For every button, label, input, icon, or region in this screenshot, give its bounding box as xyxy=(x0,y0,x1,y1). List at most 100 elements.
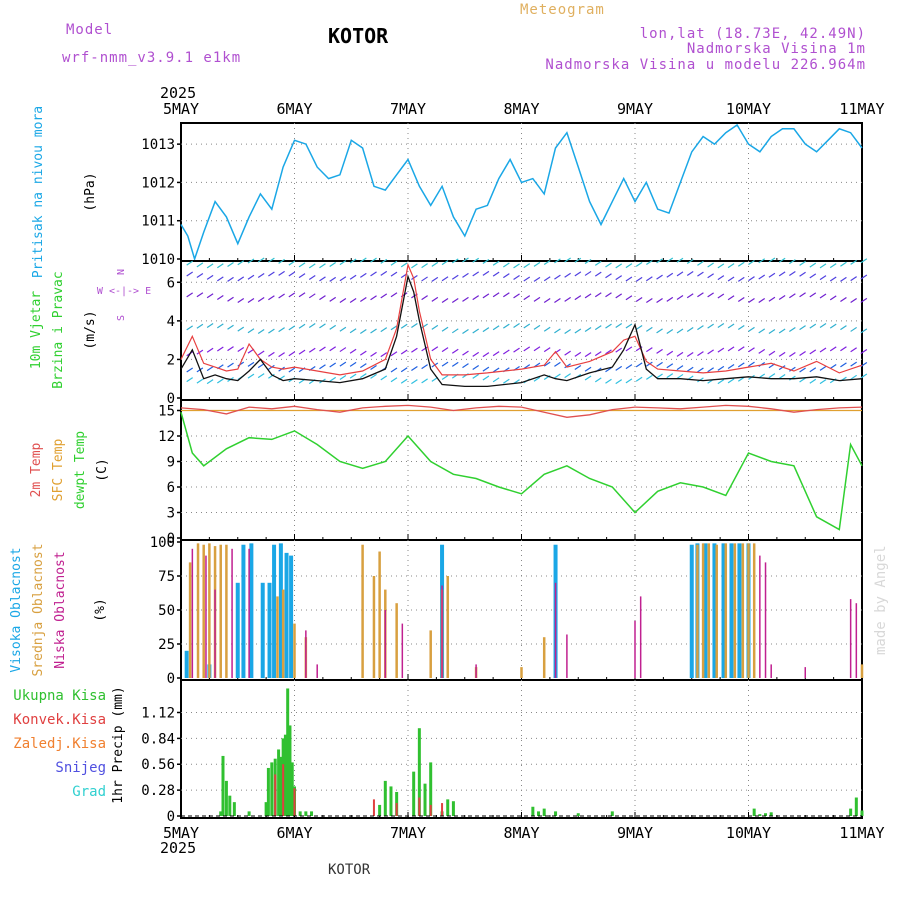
wind-barb xyxy=(646,260,653,266)
wind-barb xyxy=(594,377,602,383)
y-tick-label: 6 xyxy=(167,275,175,291)
wind-barb xyxy=(482,270,490,276)
wind-barb xyxy=(778,294,786,300)
wind-barb xyxy=(768,350,776,356)
wind-barb xyxy=(656,373,663,379)
wind-barb xyxy=(196,292,204,298)
wind-barb xyxy=(676,365,684,371)
wind-barb xyxy=(196,262,204,268)
wind-barb xyxy=(441,326,449,332)
wind-barb xyxy=(727,276,735,282)
wind-barb xyxy=(768,257,776,263)
wind-barb xyxy=(400,262,408,268)
wind-barb xyxy=(840,325,847,331)
wind-barb xyxy=(339,297,347,303)
wind-barb xyxy=(411,347,418,353)
wind-barb xyxy=(523,346,531,352)
mid-cloud-bar xyxy=(696,544,699,678)
wind-barb xyxy=(421,346,428,352)
mid-cloud-bar xyxy=(707,543,711,678)
wind-barb xyxy=(411,379,418,385)
bottom-day-label: 10MAY xyxy=(726,824,771,842)
wind-barb xyxy=(656,361,663,367)
wind-barb xyxy=(646,276,653,282)
wind-barb xyxy=(676,328,684,334)
wind-barb xyxy=(216,276,224,282)
wind-barb xyxy=(809,323,817,329)
wind-barb xyxy=(216,378,224,384)
wind-barb xyxy=(543,326,551,332)
wind-barb xyxy=(421,295,428,301)
wind-barb xyxy=(717,293,725,299)
wind-barb xyxy=(462,257,469,263)
wind-barb xyxy=(482,258,490,264)
wind-barb xyxy=(737,346,745,352)
wind-barb xyxy=(451,348,459,354)
wind-barb xyxy=(339,276,347,282)
wind-barb xyxy=(380,375,388,381)
y-tick-label: 0 xyxy=(167,391,175,407)
low-cloud-bar xyxy=(475,664,477,678)
wind-barb xyxy=(359,350,367,356)
wind-barb xyxy=(380,258,388,264)
wind-barb xyxy=(196,349,204,355)
wind-barb xyxy=(186,377,194,383)
wind-barb xyxy=(819,323,827,328)
mid-cloud-bar xyxy=(361,544,364,678)
wind-barb xyxy=(829,295,837,301)
total-precip-bar xyxy=(383,780,387,816)
low-cloud-bar xyxy=(214,589,216,678)
wind-barb xyxy=(472,328,480,334)
total-precip-bar xyxy=(304,811,308,816)
wind-barb xyxy=(717,379,725,385)
wind-barb xyxy=(216,263,224,269)
wind-barb xyxy=(707,292,714,298)
wind-barb xyxy=(227,296,234,302)
y-tick-label: 0 xyxy=(167,809,175,825)
y-tick-label: 0.28 xyxy=(141,783,175,799)
mid-cloud-bar xyxy=(860,664,864,678)
y-tick-label: 25 xyxy=(158,637,175,653)
wind-barb xyxy=(308,347,316,353)
top-day-label: 5MAY xyxy=(163,100,199,118)
top-day-label: 10MAY xyxy=(726,100,771,118)
wind-barb xyxy=(850,361,857,367)
wind-barb xyxy=(411,263,418,269)
panel-labels: Pritisak na nivou mora (hPa) 10m Vjetar Brz… xyxy=(9,106,151,804)
wind-barb xyxy=(819,379,827,385)
wind-barb xyxy=(748,276,755,282)
mid-cloud-bar xyxy=(188,562,192,678)
wind-barb xyxy=(564,373,571,379)
wind-barb xyxy=(605,273,612,279)
wind-barb xyxy=(492,260,500,266)
wind-barb xyxy=(819,263,827,269)
high-cloud-bar xyxy=(241,544,246,678)
wind-barb xyxy=(257,328,265,334)
wind-barb xyxy=(268,351,275,357)
cloud-panel: 100 75 50 25 0 xyxy=(150,535,864,687)
wind-barb xyxy=(237,326,245,332)
wind-barb xyxy=(646,298,653,304)
conv-precip-bar xyxy=(395,803,398,816)
total-precip-bar xyxy=(769,812,773,816)
wind-barb xyxy=(625,346,633,352)
wind-barb xyxy=(247,328,255,334)
wind-barb xyxy=(359,328,367,334)
wind-barb xyxy=(472,257,480,263)
wind-barb xyxy=(727,323,735,329)
wind-barb xyxy=(380,270,388,276)
wind-barb xyxy=(451,361,459,367)
wind-barb xyxy=(431,276,439,282)
wind-barb xyxy=(288,325,296,331)
wind-barb xyxy=(298,292,306,298)
wind-barb xyxy=(758,258,766,264)
wind-barb xyxy=(605,378,612,384)
panel-axis-label: Visoka Oblacnost xyxy=(9,547,24,672)
low-cloud-bar xyxy=(231,548,233,678)
wind-barb xyxy=(799,325,806,331)
low-cloud-bar xyxy=(441,585,443,678)
wind-barb xyxy=(278,327,285,333)
wind-barb xyxy=(359,363,367,369)
wind-barb xyxy=(523,263,531,269)
wind-barb xyxy=(411,274,418,280)
